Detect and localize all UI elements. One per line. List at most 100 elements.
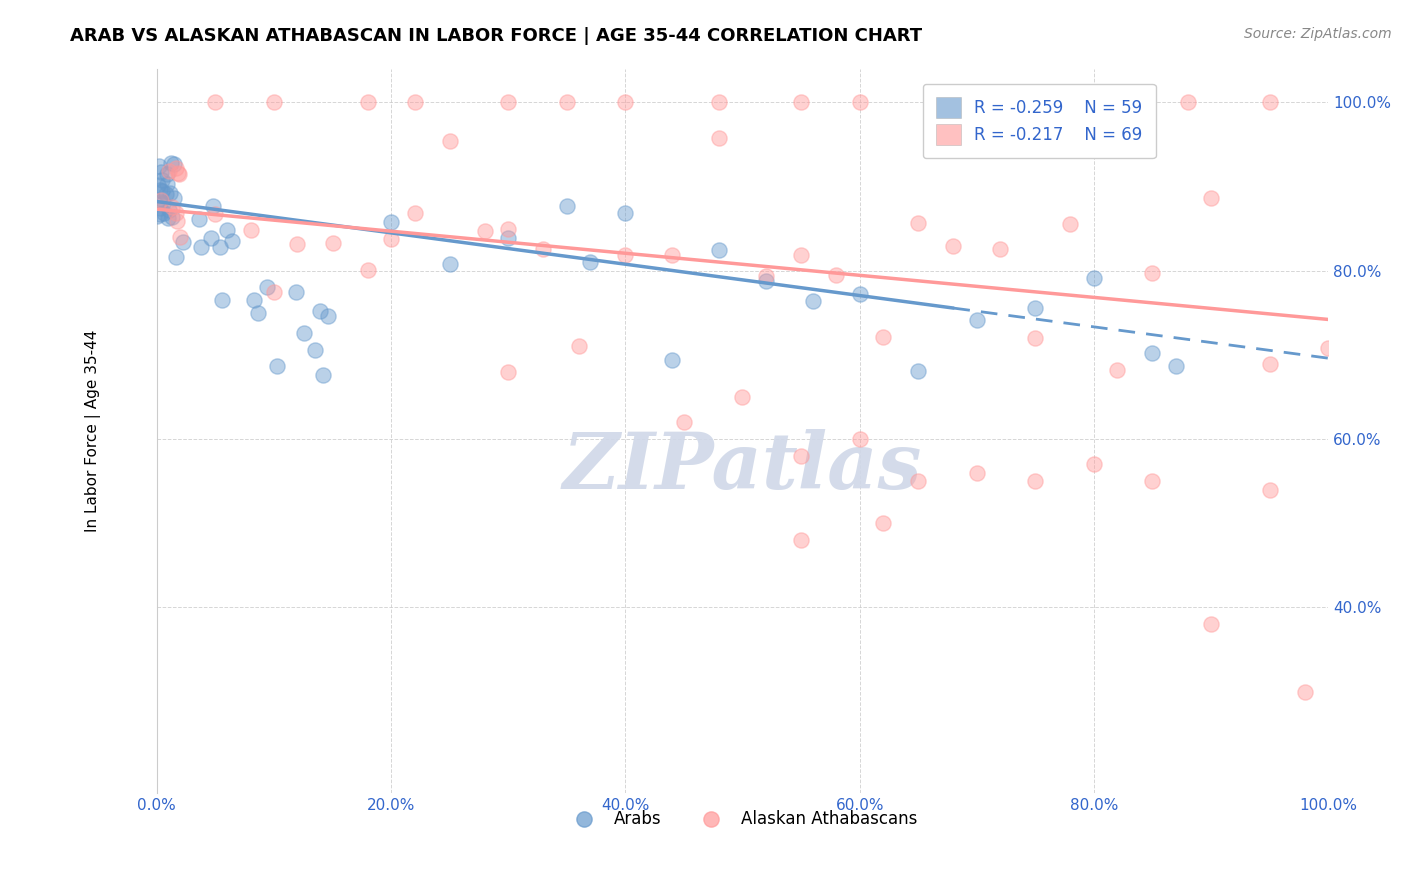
Point <box>163 157 186 171</box>
Point <box>215 223 238 237</box>
Point <box>966 312 988 326</box>
Point <box>316 309 339 323</box>
Point <box>579 255 602 269</box>
Point <box>848 95 870 110</box>
Point <box>614 95 637 110</box>
Point <box>160 200 183 214</box>
Point <box>263 285 285 299</box>
Point <box>555 199 578 213</box>
Point <box>149 207 172 221</box>
Point <box>287 236 309 251</box>
Point <box>160 211 183 225</box>
Point <box>790 533 813 547</box>
Point <box>531 242 554 256</box>
Point <box>204 95 226 110</box>
Point <box>555 95 578 110</box>
Point <box>474 224 496 238</box>
Point <box>801 293 824 308</box>
Point <box>1083 457 1105 471</box>
Point <box>731 390 754 404</box>
Point <box>165 206 187 220</box>
Point <box>239 223 262 237</box>
Point <box>1142 346 1164 360</box>
Point <box>243 293 266 307</box>
Point <box>1142 266 1164 280</box>
Point <box>284 285 307 299</box>
Point <box>942 95 965 110</box>
Point <box>172 235 194 249</box>
Point <box>496 222 519 236</box>
Point <box>1317 341 1340 355</box>
Point <box>661 247 683 261</box>
Point <box>755 269 778 284</box>
Point <box>149 202 172 216</box>
Point <box>496 95 519 110</box>
Point <box>672 415 695 429</box>
Point <box>156 211 179 225</box>
Text: ARAB VS ALASKAN ATHABASCAN IN LABOR FORCE | AGE 35-44 CORRELATION CHART: ARAB VS ALASKAN ATHABASCAN IN LABOR FORC… <box>70 27 922 45</box>
Point <box>707 130 730 145</box>
Point <box>166 166 188 180</box>
Point <box>1083 271 1105 285</box>
Point <box>247 306 270 320</box>
Legend: Arabs, Alaskan Athabascans: Arabs, Alaskan Athabascans <box>561 804 925 835</box>
Point <box>848 286 870 301</box>
Point <box>159 163 181 178</box>
Point <box>166 214 188 228</box>
Point <box>1258 95 1281 110</box>
Point <box>190 240 212 254</box>
Point <box>148 160 170 174</box>
Text: Source: ZipAtlas.com: Source: ZipAtlas.com <box>1244 27 1392 41</box>
Point <box>825 268 848 282</box>
Point <box>204 207 226 221</box>
Point <box>988 95 1011 110</box>
Point <box>1164 359 1187 373</box>
Point <box>256 279 278 293</box>
Point <box>907 216 929 230</box>
Point <box>872 516 894 531</box>
Point <box>155 187 177 202</box>
Point <box>707 244 730 258</box>
Point <box>1083 95 1105 110</box>
Point <box>156 167 179 181</box>
Y-axis label: In Labor Force | Age 35-44: In Labor Force | Age 35-44 <box>86 329 101 532</box>
Point <box>707 95 730 110</box>
Point <box>872 329 894 343</box>
Point <box>202 199 225 213</box>
Point <box>380 215 402 229</box>
Point <box>160 156 183 170</box>
Point <box>357 262 380 277</box>
Point <box>614 247 637 261</box>
Point <box>157 202 180 217</box>
Point <box>1199 617 1222 632</box>
Point <box>150 173 173 187</box>
Point <box>1199 191 1222 205</box>
Point <box>149 183 172 197</box>
Point <box>266 359 288 374</box>
Point <box>848 432 870 446</box>
Point <box>404 206 426 220</box>
Point <box>1107 363 1129 377</box>
Point <box>149 195 172 210</box>
Point <box>146 178 169 193</box>
Point <box>357 95 380 110</box>
Point <box>614 206 637 220</box>
Point <box>1258 483 1281 497</box>
Point <box>308 304 330 318</box>
Point <box>1024 301 1046 315</box>
Point <box>988 242 1011 256</box>
Point <box>152 195 174 210</box>
Point <box>790 449 813 463</box>
Point <box>907 474 929 488</box>
Point <box>221 234 243 248</box>
Point <box>1024 474 1046 488</box>
Point <box>755 274 778 288</box>
Point <box>165 161 187 175</box>
Point <box>294 326 316 340</box>
Point <box>942 239 965 253</box>
Point <box>1177 95 1199 110</box>
Point <box>1294 684 1316 698</box>
Point <box>208 239 231 253</box>
Text: ZIPatlas: ZIPatlas <box>562 428 922 505</box>
Point <box>156 178 179 192</box>
